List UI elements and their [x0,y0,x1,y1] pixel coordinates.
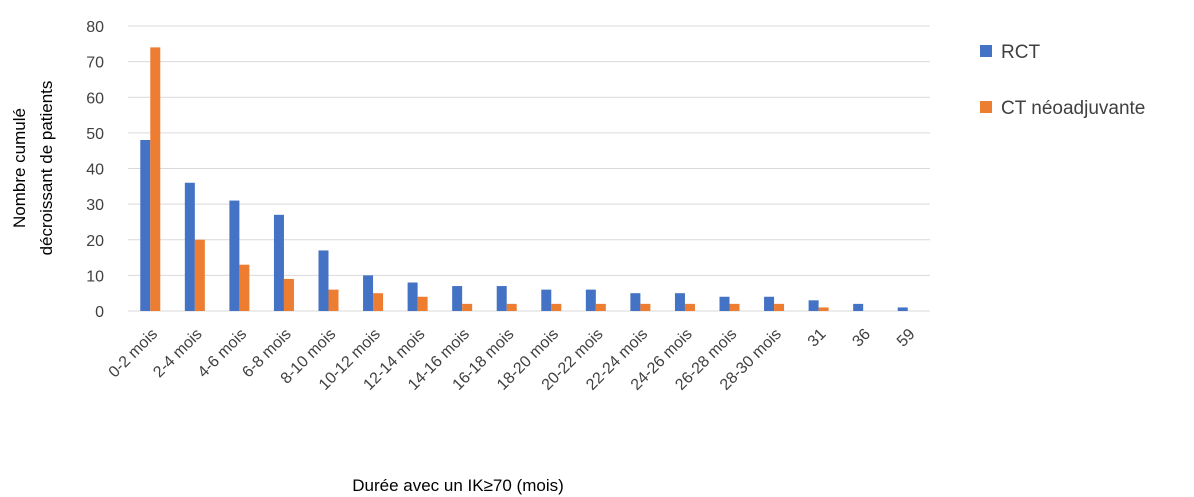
bar-rct [273,214,284,311]
bar-ct-neoadjuvante [150,47,161,311]
legend-label-ct-neoadjuvante: CT néoadjuvante [1001,98,1145,119]
bar-ct-neoadjuvante [417,296,428,311]
x-tick-label: 31 [805,326,830,351]
bar-ct-neoadjuvante [551,303,562,311]
bar-ct-neoadjuvante [818,307,829,311]
bar-rct [719,296,730,311]
y-tick-label: 50 [86,126,104,143]
bar-rct [496,286,507,311]
bar-rct [140,140,151,311]
bar-rct [630,293,641,311]
bar-ct-neoadjuvante [774,303,785,311]
bars [140,47,908,311]
y-tick-label: 60 [86,90,104,107]
bar-ct-neoadjuvante [462,303,473,311]
bar-ct-neoadjuvante [640,303,651,311]
x-tick-label: 59 [894,326,919,351]
y-tick-label: 80 [86,19,104,36]
legend-swatch-ct-neoadjuvante [980,101,992,113]
bar-rct [407,282,418,311]
bar-ct-neoadjuvante [729,303,740,311]
x-tick-label: 36 [849,326,874,351]
bar-ct-neoadjuvante [283,278,294,311]
bar-rct [229,200,240,311]
bar-rct [363,275,374,311]
bar-rct [318,250,329,311]
y-tick-label: 40 [86,162,104,179]
y-tick-label: 70 [86,55,104,72]
bar-ct-neoadjuvante [239,264,250,311]
bar-ct-neoadjuvante [595,303,606,311]
bar-rct [674,293,685,311]
bar-ct-neoadjuvante [328,289,339,311]
bar-rct [452,286,463,311]
x-axis-title: Durée avec un IK≥70 (mois) [352,476,564,495]
y-tick-label: 0 [95,304,104,321]
bar-rct [808,300,819,311]
bar-ct-neoadjuvante [684,303,695,311]
gridlines [128,25,930,312]
bar-rct [853,303,864,311]
bar-rct [541,289,552,311]
y-axis-title-line-2: décroissant de patients [37,81,56,256]
legend: RCT CT néoadjuvante [980,42,1145,119]
y-tick-label: 10 [86,268,104,285]
legend-label-rct: RCT [1001,42,1040,63]
legend-swatch-rct [980,45,992,57]
bar-rct [585,289,596,311]
bar-rct [897,307,908,311]
bar-rct [184,182,195,311]
bar-ct-neoadjuvante [373,293,384,311]
bar-rct [764,296,775,311]
y-axis-title-line-1: Nombre cumulé [10,108,29,228]
bar-ct-neoadjuvante [194,239,205,311]
y-tick-label: 20 [86,233,104,250]
bar-ct-neoadjuvante [506,303,517,311]
y-axis-ticks: 0 10 20 30 40 50 60 70 80 [86,19,104,321]
y-tick-label: 30 [86,197,104,214]
